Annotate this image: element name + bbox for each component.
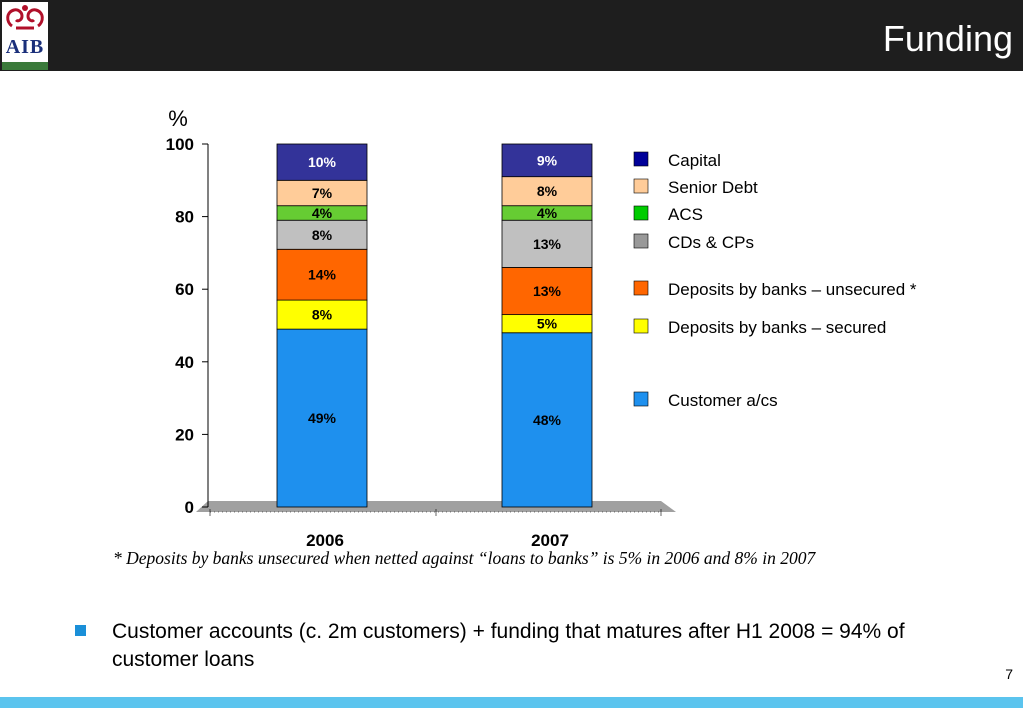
y-tick-label: 80 [175,208,194,227]
bullet-text: Customer accounts (c. 2m customers) + fu… [112,620,905,671]
bar-data-label: 4% [312,205,333,221]
crest-icon [6,5,44,30]
bar-data-label: 8% [312,307,333,323]
legend-label: Customer a/cs [668,391,778,410]
page-number: 7 [1005,666,1013,682]
bar-data-label: 10% [308,154,337,170]
legend-swatch [633,205,649,221]
bar-data-label: 13% [533,236,562,252]
bar-segment [501,332,593,508]
legend-label: ACS [668,205,703,224]
bar-data-label: 7% [312,185,333,201]
header-bar: AIB Funding [0,0,1023,71]
footnote: * Deposits by banks unsecured when nette… [113,548,816,568]
y-tick-label: 60 [175,280,194,299]
logo-text: AIB [5,36,45,58]
bar-data-label: 5% [537,316,558,332]
legend-swatch [633,151,649,167]
bullet-square-icon [75,625,86,636]
legend-swatch [633,233,649,249]
y-axis-label: % [168,106,188,131]
legend-label: Senior Debt [668,178,758,197]
y-tick-label: 40 [175,353,194,372]
page-title: Funding [882,18,1013,59]
bar-segment [276,328,368,508]
bar-segment [276,179,368,207]
legend-label: Deposits by banks – unsecured * [668,280,917,299]
legend-swatch [633,280,649,296]
y-tick-label: 100 [166,135,194,154]
legend-label: CDs & CPs [668,233,754,252]
logo-stripe [2,62,48,70]
bar-data-label: 9% [537,152,558,168]
legend-label: Deposits by banks – secured [668,318,886,337]
bar-segment [276,248,368,301]
y-tick-label: 0 [185,498,194,517]
legend-swatch [633,318,649,334]
bar-data-label: 49% [308,410,337,426]
bar-segment [276,219,368,250]
bar-data-label: 48% [533,412,562,428]
bar-data-label: 14% [308,267,337,283]
x-category-label: 2006 [306,531,344,550]
bar-data-label: 13% [533,283,562,299]
funding-chart: 0 20 40 60 80 100% 49% 8% 14% 8% 4% 7% 10% 2006 48% 5% 1… [166,106,917,550]
bar-data-label: 4% [537,205,558,221]
footer-stripe [0,697,1023,708]
bar-data-label: 8% [537,183,558,199]
legend-swatch [633,178,649,194]
bar-segment [501,267,593,316]
bar-segment [276,299,368,330]
legend-swatch [633,391,649,407]
x-category-label: 2007 [531,531,569,550]
bar-segment [501,176,593,207]
y-tick-label: 20 [175,425,194,444]
legend-label: Capital [668,151,721,170]
bar-segment [276,143,368,181]
bar-segment [501,143,593,178]
aib-logo: AIB [2,2,48,70]
bar-segment [501,219,593,268]
bar-data-label: 8% [312,227,333,243]
